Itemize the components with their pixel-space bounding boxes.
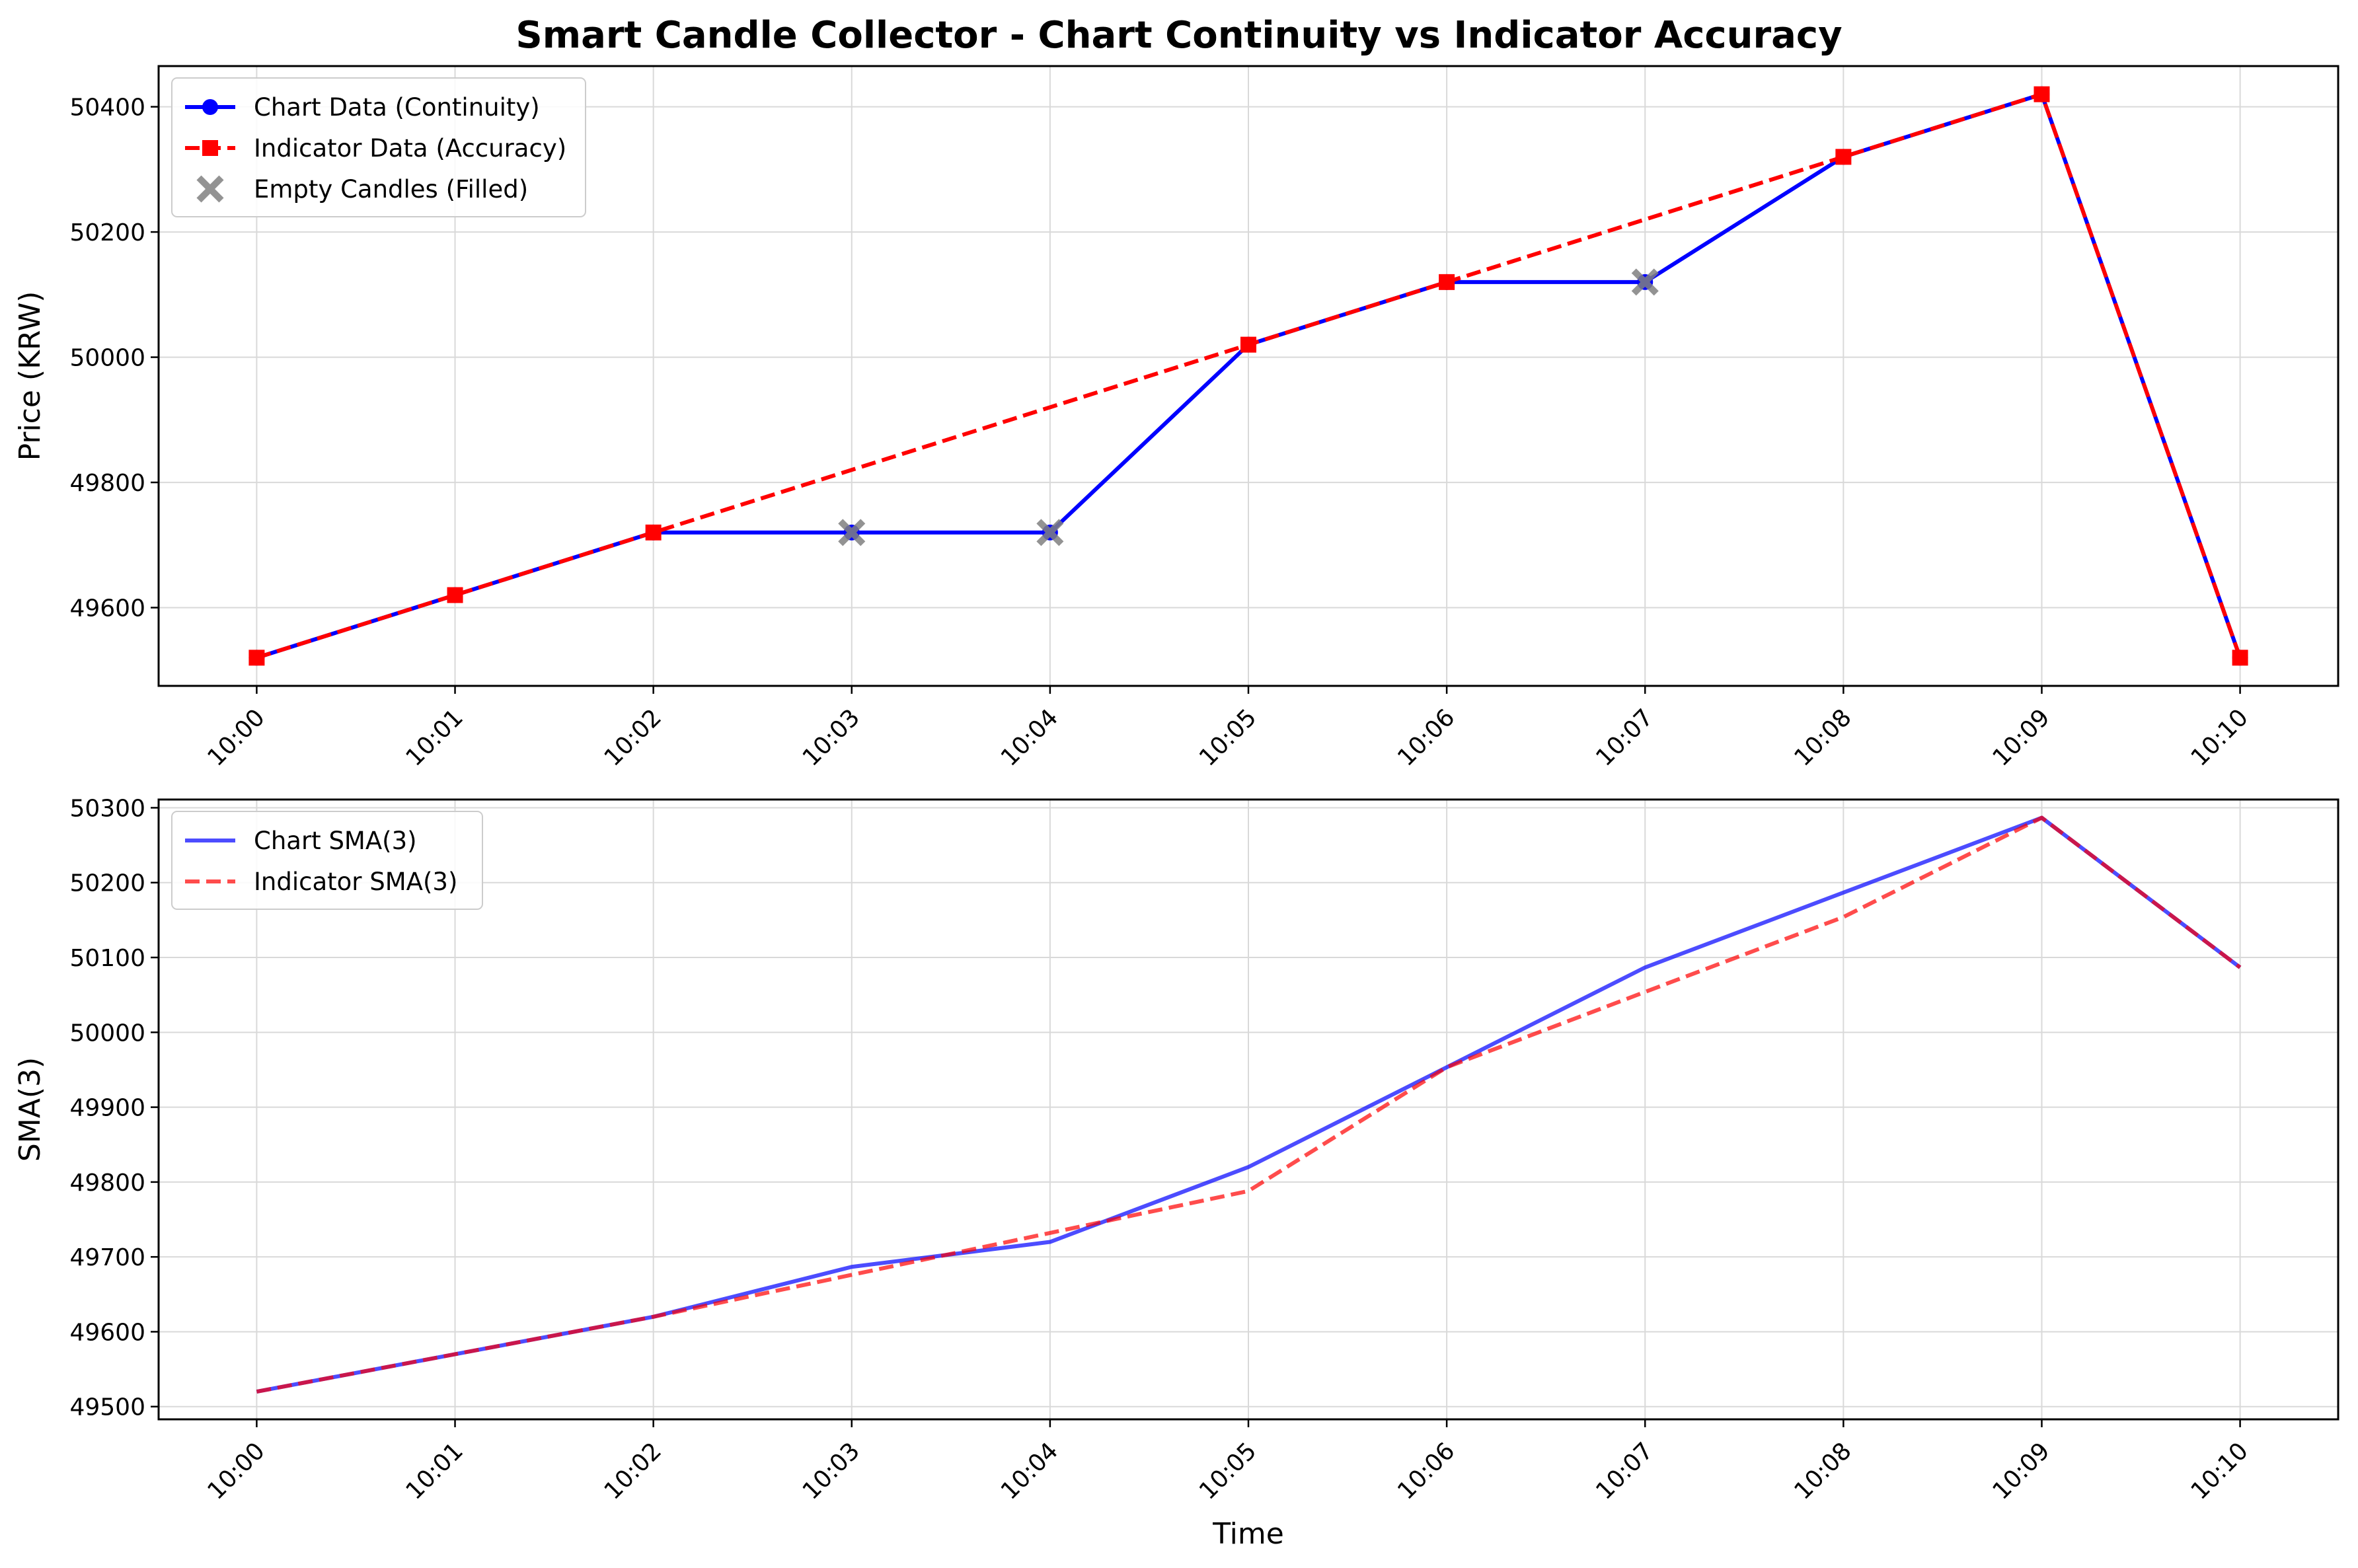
sma-y-tick-label: 49500 — [69, 1394, 145, 1421]
price-panel: 10:00 10:01 10:02 10:03 10:04 10:05 10:06 10:07… — [13, 65, 2339, 772]
price-y-tick-label: 49800 — [69, 470, 145, 497]
price-series-empty-candles-filled-point — [838, 519, 866, 546]
sma-y-tick-label: 49600 — [69, 1319, 145, 1346]
sma-gridlines — [159, 800, 2338, 1419]
sma-series-lines — [256, 815, 2242, 1394]
figure-title: Smart Candle Collector - Chart Continuit… — [515, 14, 1842, 57]
sma-y-tick-label: 50200 — [69, 870, 145, 897]
price-series-indicator-data-accuracy-point — [2232, 650, 2248, 666]
sma-series-indicator-sma-3-line — [256, 815, 2242, 1394]
sma-legend-box — [171, 811, 483, 910]
price-series-indicator-data-accuracy-point — [248, 650, 265, 666]
price-series-indicator-data-accuracy-line — [256, 92, 2242, 660]
sma-series-chart-sma-3-line — [256, 815, 2242, 1394]
price-series-indicator-data-accuracy-point — [447, 587, 463, 603]
price-legend-empty-candles-filled-label: Empty Candles (Filled) — [254, 175, 528, 204]
price-legend-indicator-data-accuracy-label: Indicator Data (Accuracy) — [254, 134, 566, 163]
price-y-tick-label: 50400 — [69, 94, 145, 122]
price-legend-chart-data-continuity-label: Chart Data (Continuity) — [254, 93, 540, 122]
sma-y-tick-label: 49800 — [69, 1170, 145, 1197]
price-y-tick-label: 50000 — [69, 345, 145, 372]
price-series-indicator-data-accuracy-point — [1240, 336, 1256, 353]
price-gridlines — [159, 66, 2338, 686]
price-y-tick-label: 50200 — [69, 219, 145, 246]
sma-legend-indicator-sma-3-label: Indicator SMA(3) — [254, 868, 457, 896]
price-legend-box — [171, 77, 586, 217]
sma-y-tick-label: 50300 — [69, 795, 145, 822]
price-y-tick-label: 49600 — [69, 595, 145, 622]
price-legend-indicator-data-accuracy-marker — [202, 140, 218, 156]
sma-legend-chart-sma-3-label: Chart SMA(3) — [254, 827, 417, 855]
sma-y-tick-label: 49700 — [69, 1244, 145, 1271]
price-series-indicator-data-accuracy-point — [645, 524, 662, 541]
price-y-axis-label: Price (KRW) — [13, 291, 47, 461]
price-series-empty-candles-filled-point — [1631, 268, 1659, 296]
price-legend-empty-candles-filled-marker — [196, 175, 224, 203]
sma-y-tick-label: 50000 — [69, 1020, 145, 1047]
price-series-empty-candles-filled-point — [1036, 519, 1064, 546]
price-legend-chart-data-continuity-marker — [202, 99, 218, 115]
sma-y-axis-label: SMA(3) — [13, 1057, 47, 1162]
sma-x-axis-label: Time — [1212, 1517, 1284, 1551]
price-series-indicator-data-accuracy-point — [2034, 86, 2050, 102]
price-series-indicator-data-accuracy-point — [1835, 149, 1852, 165]
price-y-axis: 49600 49800 50000 50200 50400 — [69, 94, 159, 622]
price-series-indicator-data-accuracy-point — [1439, 274, 1455, 290]
sma-y-tick-label: 49900 — [69, 1095, 145, 1122]
sma-legend: Chart SMA(3) Indicator SMA(3) — [171, 811, 483, 910]
sma-y-tick-label: 50100 — [69, 945, 145, 972]
price-legend: Chart Data (Continuity) Indicator Data (A… — [171, 77, 586, 217]
price-series-markers — [248, 86, 2248, 666]
sma-y-axis: 49500 49600 49700 49800 49900 50000 50100 50200… — [69, 795, 159, 1421]
